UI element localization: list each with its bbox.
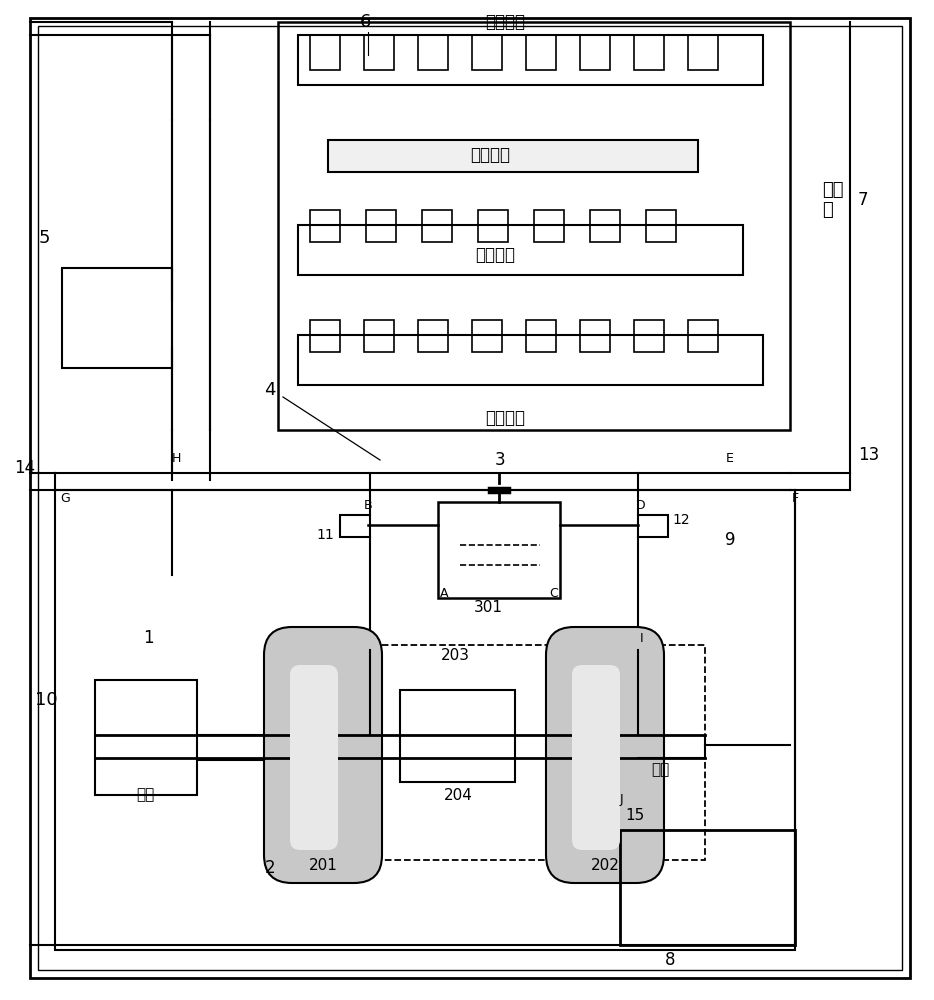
Bar [634,35,664,70]
Text: 3: 3 [495,451,505,469]
Bar [638,515,668,537]
Text: 12: 12 [672,513,689,527]
FancyBboxPatch shape [290,665,338,850]
Bar [62,268,172,368]
Text: 204: 204 [444,788,473,802]
Text: 8: 8 [665,951,675,969]
FancyBboxPatch shape [572,665,620,850]
Bar [364,320,394,352]
Bar [478,210,508,242]
Text: 301: 301 [474,600,502,615]
Text: 5: 5 [38,229,50,247]
Bar [366,210,396,242]
Bar [418,35,448,70]
Text: 202: 202 [590,857,619,872]
Bar [400,690,515,782]
Bar [688,320,718,352]
Bar [298,225,743,275]
Text: E: E [726,452,734,465]
Text: 10: 10 [35,691,58,709]
Bar [340,515,370,537]
Text: D: D [636,499,645,512]
Text: 排气歧管: 排气歧管 [485,409,525,427]
Bar [298,35,763,85]
Bar [55,490,795,950]
Text: 发动
机: 发动 机 [822,181,843,219]
Bar [580,35,610,70]
Text: C: C [549,587,558,600]
Bar [526,320,556,352]
Bar [328,140,698,172]
Text: G: G [60,492,70,505]
Text: 4: 4 [264,381,276,399]
Text: 11: 11 [317,528,334,542]
Text: 进气歧管: 进气歧管 [475,246,515,264]
Text: 7: 7 [858,191,869,209]
FancyBboxPatch shape [546,627,664,883]
Bar [620,830,795,945]
Bar [422,210,452,242]
Bar [418,320,448,352]
Bar [580,320,610,352]
Bar [526,35,556,70]
Text: 13: 13 [858,446,879,464]
Bar [472,35,502,70]
Bar [438,502,560,598]
Text: 排气歧管: 排气歧管 [485,13,525,31]
Text: H: H [172,452,181,465]
FancyBboxPatch shape [264,627,382,883]
Bar [472,320,502,352]
Bar [310,35,340,70]
Text: J: J [620,794,624,806]
Text: 14: 14 [14,459,35,477]
Bar [310,210,340,242]
Bar [364,35,394,70]
Text: 201: 201 [308,857,337,872]
Text: 1: 1 [143,629,153,647]
Bar [688,35,718,70]
Bar [298,335,763,385]
Bar [534,210,564,242]
Text: 6: 6 [360,13,371,31]
Bar [646,210,676,242]
Bar [95,680,197,795]
Bar [278,22,790,430]
Text: A: A [440,587,448,600]
Text: 2: 2 [264,859,276,877]
Bar [310,320,340,352]
Bar [590,210,620,242]
Text: 进气歧管: 进气歧管 [470,146,510,164]
Bar [270,645,705,860]
Text: 9: 9 [725,531,735,549]
Text: B: B [363,499,372,512]
Text: F: F [792,492,800,505]
Text: I: I [640,632,644,645]
Text: 排气: 排气 [651,762,669,778]
Bar [634,320,664,352]
Text: 进气: 进气 [135,788,154,802]
Text: 15: 15 [625,808,644,822]
Text: 203: 203 [441,648,470,662]
